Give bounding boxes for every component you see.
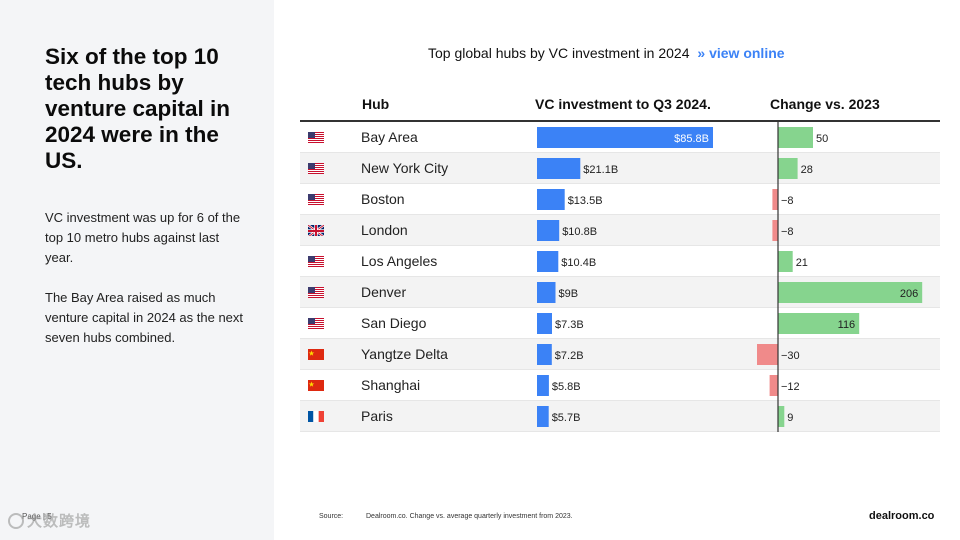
hub-name: Paris xyxy=(361,408,393,424)
watermark-logo-icon xyxy=(8,513,24,529)
table-row: Yangtze Delta xyxy=(300,339,940,370)
column-header-hub: Hub xyxy=(362,96,390,112)
table-row: London xyxy=(300,215,940,246)
page-number: Page | 5 xyxy=(22,512,52,521)
chart-title: Top global hubs by VC investment in 2024… xyxy=(428,45,785,61)
hub-name: Los Angeles xyxy=(361,253,438,269)
footer-source-label: Source: xyxy=(319,513,344,520)
row-divider xyxy=(300,183,940,184)
slide-headline: Six of the top 10 tech hubs by venture c… xyxy=(45,44,231,173)
hub-name: Bay Area xyxy=(361,129,418,145)
flag-cn-icon xyxy=(308,348,324,360)
view-online-link[interactable]: » view online xyxy=(697,45,784,61)
watermark-text: 大数跨境 xyxy=(27,513,92,530)
watermark: 大数跨境 xyxy=(8,510,91,531)
table-row: New York City xyxy=(300,153,940,184)
view-online-label: view online xyxy=(709,45,785,61)
table-row: Los Angeles xyxy=(300,246,940,277)
hub-name: Boston xyxy=(361,191,405,207)
flag-us-icon xyxy=(308,286,324,298)
table-row: Bay Area xyxy=(300,122,940,153)
row-divider xyxy=(300,400,940,401)
row-divider xyxy=(300,431,940,432)
column-header-change: Change vs. 2023 xyxy=(770,96,880,112)
hub-name: Shanghai xyxy=(361,377,421,393)
left-panel: Six of the top 10 tech hubs by venture c… xyxy=(0,0,274,540)
flag-us-icon xyxy=(308,162,324,174)
row-divider xyxy=(300,369,940,370)
hub-name: Denver xyxy=(361,284,407,300)
view-online-arrow: » xyxy=(697,45,706,61)
hub-name: London xyxy=(361,222,408,238)
header-rule xyxy=(300,120,940,122)
flag-us-icon xyxy=(308,131,324,143)
row-divider xyxy=(300,338,940,339)
flag-us-icon xyxy=(308,317,324,329)
row-divider xyxy=(300,214,940,215)
table-row: Denver xyxy=(300,277,940,308)
table-row: Shanghai xyxy=(300,370,940,401)
flag-us-icon xyxy=(308,255,324,267)
footer-source-text: Dealroom.co. Change vs. average quarterl… xyxy=(366,513,573,520)
table-row: Boston xyxy=(300,184,940,215)
brand-logo-text: dealroom.co xyxy=(869,510,935,522)
hub-name: San Diego xyxy=(361,315,427,331)
column-header-investment: VC investment to Q3 2024. xyxy=(535,96,711,112)
flag-cn-icon xyxy=(308,379,324,391)
row-divider xyxy=(300,245,940,246)
table-row: Paris xyxy=(300,401,940,432)
table-row: San Diego xyxy=(300,308,940,339)
row-divider xyxy=(300,276,940,277)
row-divider xyxy=(300,152,940,153)
hub-name: Yangtze Delta xyxy=(361,346,448,362)
flag-uk-icon xyxy=(308,224,324,236)
chart-title-text: Top global hubs by VC investment in 2024 xyxy=(428,45,690,61)
row-divider xyxy=(300,307,940,308)
hub-name: New York City xyxy=(361,160,449,176)
flag-us-icon xyxy=(308,193,324,205)
flag-fr-icon xyxy=(308,410,324,422)
summary-paragraph-2: The Bay Area raised as much venture capi… xyxy=(45,290,244,345)
summary-paragraph-1: VC investment was up for 6 of the top 10… xyxy=(45,210,241,265)
